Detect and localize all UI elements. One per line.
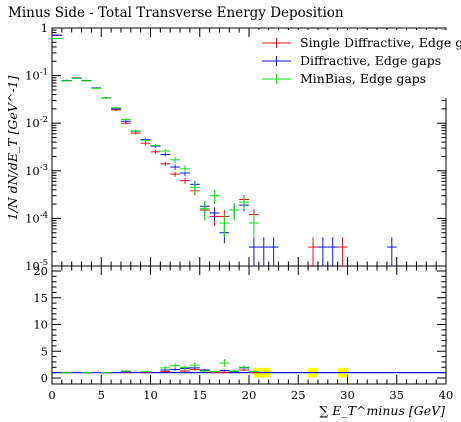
- series-3: [52, 37, 259, 238]
- ratio-point: [101, 371, 112, 374]
- data-point: [81, 79, 92, 82]
- y-tick-label: 10-2: [25, 115, 48, 130]
- y-tick-labels: 1 10-1 10-2 10-3 10-4 10-5: [25, 21, 48, 273]
- ratio-point: [229, 370, 240, 372]
- data-point: [160, 148, 171, 154]
- x-tick-label: 0: [48, 388, 55, 402]
- x-tick-label: 5: [98, 388, 105, 402]
- data-point: [209, 189, 220, 205]
- ratio-tick-label: 15: [33, 291, 48, 305]
- legend-label: Diffractive, Edge gaps: [300, 53, 441, 68]
- x-tick-label: 25: [291, 388, 306, 402]
- ratio-point: [81, 371, 92, 374]
- data-point: [111, 106, 121, 110]
- ratio-plot-frame: [51, 265, 447, 385]
- ratio-point: [209, 370, 220, 373]
- y-tick-label: 10-1: [25, 68, 48, 83]
- data-point: [180, 165, 190, 173]
- data-point: [170, 164, 181, 170]
- y-tick-label: 10-4: [25, 210, 48, 225]
- data-point: [91, 87, 102, 90]
- ratio-point: [170, 362, 181, 369]
- ratio-tick-label: 5: [41, 344, 48, 358]
- ratio-points: [61, 359, 259, 374]
- ratio-point: [140, 370, 151, 373]
- ratio-tick-labels: 0 5 10 15 20: [33, 264, 48, 385]
- data-point: [120, 121, 131, 125]
- ratio-point: [160, 365, 171, 370]
- data-point: [170, 171, 181, 177]
- ratio-point: [239, 365, 249, 370]
- legend-item: Diffractive, Edge gaps: [262, 53, 441, 68]
- data-point: [52, 37, 62, 40]
- data-point: [120, 118, 131, 121]
- x-axis-label: ∑ E_T^minus [GeV]: [319, 403, 445, 418]
- x-tick-label: 15: [192, 388, 207, 402]
- y-axis-label: 1/N dN/dE_T [GeV^-1]: [5, 76, 20, 221]
- x-tick-label: 40: [439, 388, 454, 402]
- ratio-point: [61, 371, 72, 374]
- ratio-point: [249, 370, 259, 373]
- data-point: [327, 237, 338, 266]
- ratio-point: [189, 362, 200, 369]
- data-point: [199, 201, 210, 221]
- ratio-point: [120, 370, 131, 372]
- data-point: [189, 182, 200, 194]
- ratio-point: [180, 370, 190, 372]
- ratio-point: [219, 369, 230, 372]
- data-point: [209, 207, 220, 221]
- data-point: [52, 34, 62, 36]
- y-tick-label: 10-5: [25, 258, 48, 273]
- ratio-tick-label: 0: [41, 371, 48, 385]
- ratio-point: [180, 365, 190, 370]
- data-point: [219, 214, 230, 238]
- legend-item: MinBias, Edge gaps: [262, 71, 426, 86]
- y-tick-label: 1: [41, 21, 48, 35]
- legend-background: [255, 30, 461, 98]
- x-tick-label: 35: [389, 388, 404, 402]
- legend-item: Single Diffractive, Edge gaps: [262, 35, 461, 50]
- data-point: [268, 237, 279, 266]
- data-point: [160, 161, 171, 167]
- data-point: [71, 77, 82, 79]
- data-point: [140, 138, 151, 143]
- legend-label: Single Diffractive, Edge gaps: [300, 35, 461, 50]
- data-point: [386, 237, 397, 266]
- data-point: [61, 79, 72, 82]
- x-tick-label: 30: [340, 388, 355, 402]
- data-point: [258, 237, 269, 266]
- data-point: [249, 214, 259, 238]
- data-point: [308, 237, 318, 266]
- legend-label: MinBias, Edge gaps: [300, 71, 426, 86]
- data-point: [337, 237, 348, 266]
- data-point: [130, 129, 141, 133]
- ratio-tick-label: 20: [33, 264, 48, 278]
- legend: Single Diffractive, Edge gaps Diffractive…: [255, 30, 461, 98]
- ratio-tick-label: 10: [33, 318, 48, 332]
- x-tick-label: 10: [143, 388, 158, 402]
- ratio-point: [170, 368, 181, 371]
- data-point: [180, 177, 190, 184]
- x-tick-label: 20: [242, 388, 257, 402]
- data-point: [229, 203, 240, 221]
- data-point: [249, 237, 259, 266]
- x-tick-labels: 0 5 10 15 20 25 30 35 40: [48, 388, 453, 402]
- y-tick-label: 10-3: [25, 163, 48, 178]
- data-point: [150, 150, 161, 154]
- data-points: [52, 34, 397, 266]
- data-point: [101, 97, 112, 99]
- data-point: [150, 143, 161, 148]
- ratio-series-3: [61, 359, 259, 374]
- data-point: [317, 237, 328, 266]
- ratio-point: [219, 371, 230, 373]
- ratio-point: [199, 370, 210, 372]
- chart-title: Minus Side - Total Transverse Energy Dep…: [8, 5, 344, 21]
- data-point: [170, 156, 181, 164]
- ratio-point: [219, 359, 230, 367]
- data-point: [239, 196, 249, 211]
